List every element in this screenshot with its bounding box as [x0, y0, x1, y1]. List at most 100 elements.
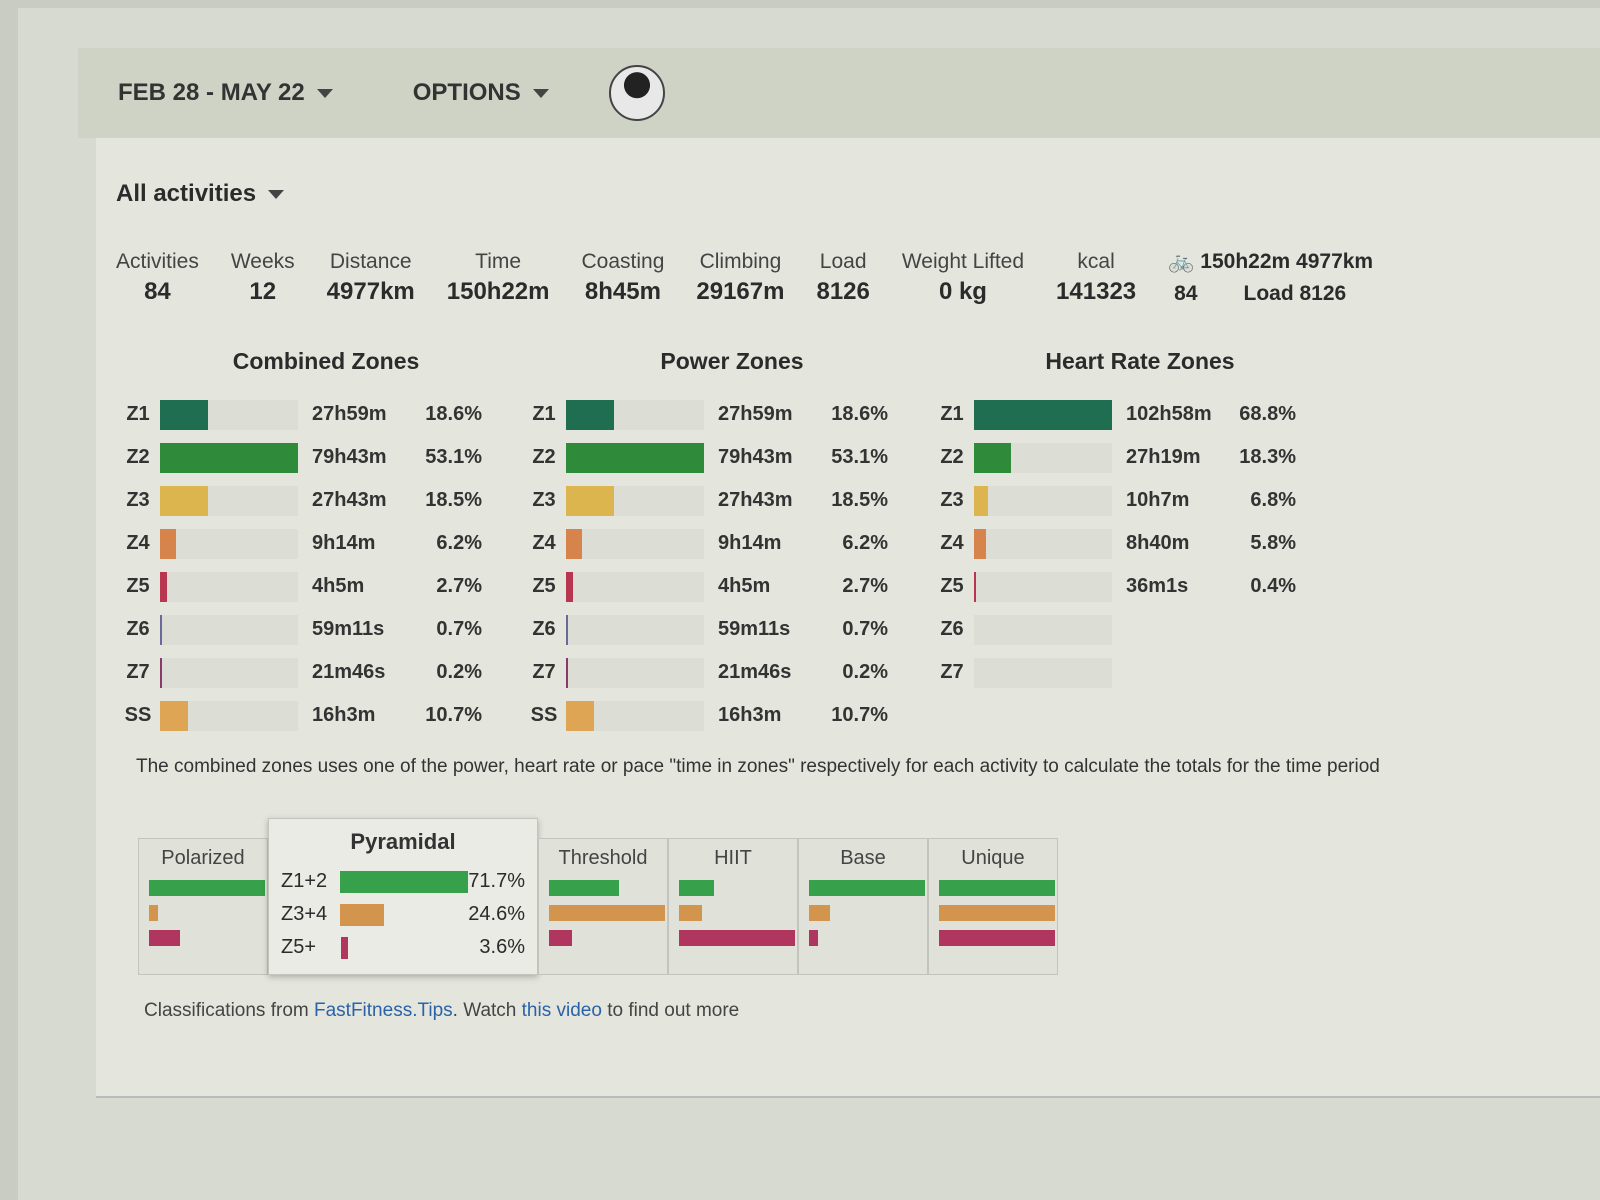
- stat-load: Load 8126: [816, 250, 869, 306]
- classification-bar: [939, 905, 1055, 921]
- zone-bar-track: [566, 485, 704, 516]
- zone-label: Z2: [940, 446, 964, 468]
- classification-hiit[interactable]: HIIT: [668, 838, 798, 975]
- zone-bar-fill: [566, 571, 574, 602]
- stat-label: kcal: [1077, 250, 1115, 273]
- zone-label: Z1: [532, 403, 556, 425]
- zone-bar-fill: [566, 442, 704, 473]
- zone-row: Z2 27h19m 18.3%: [930, 436, 1310, 479]
- activity-filter-dropdown[interactable]: All activities: [116, 180, 285, 208]
- zone-time: 21m46s: [718, 661, 792, 683]
- classification-title: Base: [840, 847, 886, 869]
- classification-bar: [809, 905, 830, 921]
- stat-label: Coasting: [581, 250, 665, 273]
- zone-percent: 6.8%: [1250, 489, 1296, 511]
- zone-label: Z7: [940, 661, 964, 683]
- zone-percent: 18.3%: [1239, 446, 1296, 468]
- zone-percent: 0.7%: [436, 618, 482, 640]
- classification-bar: [809, 930, 819, 946]
- classification-bar: [549, 905, 665, 921]
- zone-row: Z4 8h40m 5.8%: [930, 522, 1310, 565]
- zone-time: 9h14m: [718, 532, 782, 554]
- zone-bar-track: [566, 442, 704, 473]
- chevron-down-icon: [316, 88, 333, 98]
- zone-time: 8h40m: [1126, 532, 1190, 554]
- stat-value: 150h22m: [446, 278, 550, 305]
- zone-percent: 18.5%: [425, 489, 482, 511]
- pyramidal-zone-label: Z1+2: [281, 870, 328, 892]
- zone-time: 10h7m: [1126, 489, 1190, 511]
- zone-percent: 10.7%: [425, 704, 482, 726]
- zone-bar-track: [974, 614, 1112, 645]
- zone-row: Z2 79h43m 53.1%: [522, 436, 902, 479]
- classification-title: Unique: [961, 847, 1025, 869]
- zone-bar-fill: [566, 657, 569, 688]
- stat-value: 4977km: [326, 278, 415, 305]
- top-toolbar: FEB 28 - MAY 22 OPTIONS: [78, 48, 1600, 138]
- zone-percent: 5.8%: [1250, 532, 1296, 554]
- ride-time-distance: 150h22m 4977km: [1200, 250, 1374, 273]
- zone-bar-fill: [974, 442, 1011, 473]
- zone-row: Z3 27h43m 18.5%: [522, 479, 902, 522]
- chevron-down-icon: [532, 88, 549, 98]
- zone-row: Z6: [930, 608, 1310, 651]
- zone-time: 79h43m: [312, 446, 387, 468]
- zone-percent: 0.7%: [842, 618, 888, 640]
- zone-time: 16h3m: [312, 704, 376, 726]
- stat-distance: Distance 4977km: [327, 250, 415, 306]
- classification-polarized[interactable]: Polarized: [138, 838, 268, 975]
- zone-label: SS: [124, 704, 152, 726]
- zone-row: Z7: [930, 651, 1310, 694]
- stat-time: Time 150h22m: [447, 250, 550, 306]
- zone-label: Z4: [940, 532, 964, 554]
- zone-percent: 53.1%: [425, 446, 482, 468]
- zone-bar-track: [974, 657, 1112, 688]
- options-dropdown[interactable]: OPTIONS: [413, 79, 549, 107]
- stat-activities: Activities 84: [116, 250, 199, 306]
- zone-percent: 6.2%: [842, 532, 888, 554]
- zone-bar-fill: [160, 485, 209, 516]
- classification-base[interactable]: Base: [798, 838, 928, 975]
- stat-kcal: kcal 141323: [1056, 250, 1136, 306]
- avatar[interactable]: [608, 65, 665, 121]
- footer-text: Classifications from: [144, 1000, 314, 1021]
- classification-bar: [679, 905, 703, 921]
- zone-bar-fill: [974, 399, 1112, 430]
- zone-label: Z3: [532, 489, 556, 511]
- pyramidal-bar-fill: [340, 870, 469, 893]
- zone-bar-track: [566, 528, 704, 559]
- stat-label: Load: [819, 250, 867, 273]
- pyramidal-row: Z3+4 24.6%: [281, 898, 525, 931]
- pyramidal-bar-fill: [341, 936, 348, 959]
- zone-label: SS: [530, 704, 558, 726]
- zone-bar-fill: [160, 528, 177, 559]
- totals-panel: All activities Activities 84 Weeks 12 Distan…: [96, 138, 1600, 1098]
- classification-threshold[interactable]: Threshold: [538, 838, 668, 975]
- zone-bar-track: [566, 399, 704, 430]
- zone-row: Z3 27h43m 18.5%: [116, 479, 496, 522]
- stat-value: 8h45m: [584, 278, 661, 305]
- zone-bar-fill: [160, 657, 163, 688]
- zone-bar-fill: [160, 700, 188, 731]
- zone-percent: 6.2%: [436, 532, 482, 554]
- classification-bar: [549, 880, 619, 896]
- zone-bar-fill: [160, 614, 163, 645]
- date-range-dropdown[interactable]: FEB 28 - MAY 22: [118, 79, 333, 107]
- zone-row: Z6 59m11s 0.7%: [522, 608, 902, 651]
- footer-text: . Watch: [452, 1000, 522, 1021]
- classification-unique[interactable]: Unique: [928, 838, 1058, 975]
- fastfitness-link[interactable]: FastFitness.Tips: [314, 1000, 453, 1021]
- zone-time: 59m11s: [718, 618, 791, 640]
- pyramidal-bar-track: [340, 903, 468, 926]
- zone-time: 27h59m: [718, 403, 793, 425]
- classification-bar: [149, 880, 265, 896]
- stat-weight-lifted: Weight Lifted 0 kg: [902, 250, 1024, 306]
- zone-bar-track: [974, 528, 1112, 559]
- zone-row: Z5 4h5m 2.7%: [522, 565, 902, 608]
- video-link[interactable]: this video: [521, 1000, 602, 1021]
- classification-pyramidal[interactable]: Pyramidal Z1+2 71.7% Z3+4 24.6% Z5+ 3.6%: [268, 818, 538, 975]
- ride-load: Load 8126: [1243, 282, 1347, 305]
- classification-bar: [679, 930, 795, 946]
- stat-label: Time: [475, 250, 522, 273]
- zone-row: Z2 79h43m 53.1%: [116, 436, 496, 479]
